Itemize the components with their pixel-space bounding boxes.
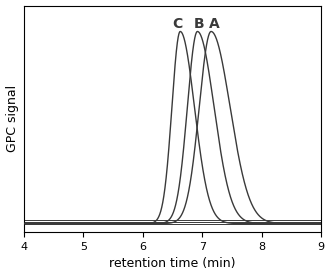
Text: B: B [194,17,205,31]
X-axis label: retention time (min): retention time (min) [109,258,236,270]
Y-axis label: GPC signal: GPC signal [6,85,18,152]
Text: A: A [209,17,219,31]
Text: C: C [172,17,182,31]
